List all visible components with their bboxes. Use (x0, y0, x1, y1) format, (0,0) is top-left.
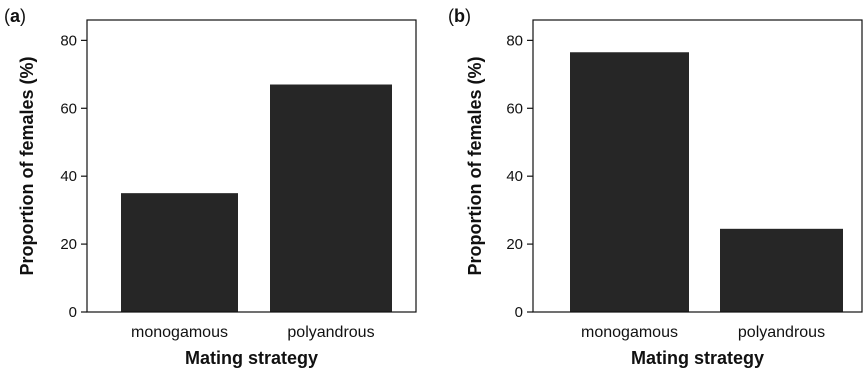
x-axis-title: Mating strategy (185, 348, 318, 368)
y-tick-label: 80 (506, 32, 523, 49)
bar-polyandrous (720, 228, 843, 312)
y-axis-title: Proportion of females (%) (465, 56, 485, 275)
chart-panel-a: (a) monogamous polyandrous 0 20 40 60 80 Mating … (4, 6, 417, 368)
panel-label: (b) (448, 6, 471, 26)
bar-polyandrous (270, 84, 392, 312)
y-axis-title: Proportion of females (%) (17, 56, 37, 275)
x-tick-label: polyandrous (287, 324, 374, 341)
chart-panel-b: (b) monogamous polyandrous 0 20 40 60 80 Mating … (448, 6, 863, 368)
x-axis-title: Mating strategy (631, 348, 764, 368)
y-tick-label: 60 (60, 100, 77, 117)
plot-frame (86, 19, 417, 313)
y-tick-label: 0 (69, 304, 77, 321)
x-tick-label: monogamous (131, 324, 228, 341)
y-tick-label: 40 (60, 168, 77, 185)
y-tick-label: 80 (60, 32, 77, 49)
bar-monogamous (570, 52, 689, 313)
y-tick-label: 20 (60, 236, 77, 253)
plot-frame (532, 19, 863, 313)
x-tick-label: polyandrous (738, 324, 825, 341)
x-tick-label: monogamous (581, 324, 678, 341)
bar-monogamous (121, 193, 238, 312)
y-tick-label: 20 (506, 236, 523, 253)
y-tick-label: 60 (506, 100, 523, 117)
y-tick-label: 0 (515, 304, 523, 321)
y-tick-label: 40 (506, 168, 523, 185)
panel-label: (a) (4, 6, 26, 26)
